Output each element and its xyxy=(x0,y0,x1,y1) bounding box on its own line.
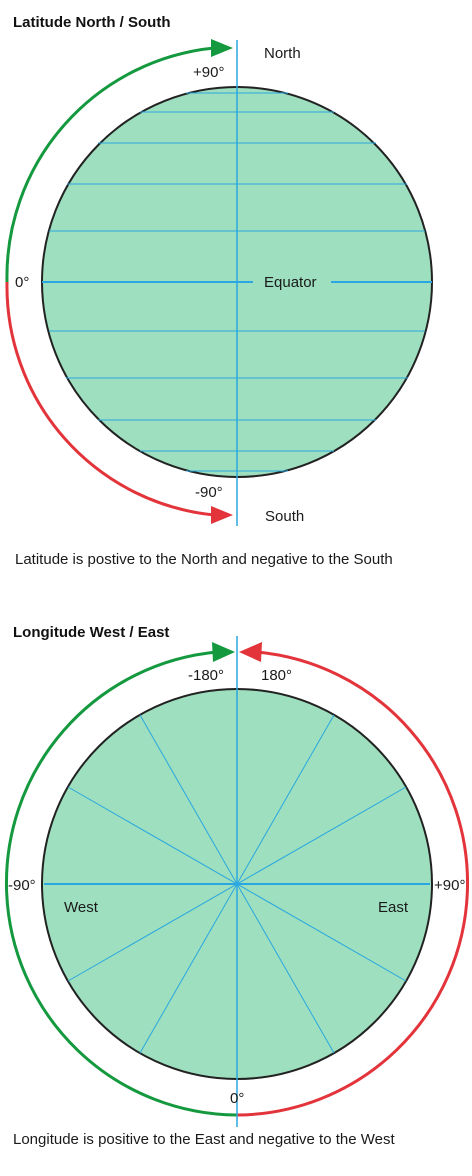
west-label: West xyxy=(64,899,99,916)
plus90-label: +90° xyxy=(193,64,224,81)
longitude-plus90-label: +90° xyxy=(434,877,465,894)
minus90-label: -90° xyxy=(195,484,223,501)
north-label: North xyxy=(264,45,301,62)
latitude-south-arc xyxy=(5,281,215,517)
latitude-section: Latitude North / South North +90° xyxy=(5,14,433,568)
equator-label: Equator xyxy=(264,274,317,291)
longitude-east-arrowhead-icon xyxy=(239,642,262,662)
longitude-east-arc xyxy=(236,650,470,1117)
zero-degree-label: 0° xyxy=(15,274,29,291)
longitude-caption: Longitude is positive to the East and ne… xyxy=(13,1131,395,1148)
plus180-label: 180° xyxy=(261,667,292,684)
longitude-section: Longitude West / East -180° 180° -90° +9… xyxy=(4,624,470,1148)
longitude-title: Longitude West / East xyxy=(13,624,169,641)
longitude-west-arrowhead-icon xyxy=(212,642,235,662)
minus180-label: -180° xyxy=(188,667,224,684)
longitude-minus90-label: -90° xyxy=(8,877,36,894)
longitude-west-arc xyxy=(4,650,238,1117)
south-label: South xyxy=(265,508,304,525)
latitude-north-arrowhead-icon xyxy=(211,39,233,57)
latitude-caption: Latitude is postive to the North and neg… xyxy=(15,551,393,568)
latitude-title: Latitude North / South xyxy=(13,14,170,31)
latitude-south-arrowhead-icon xyxy=(211,506,233,524)
latitude-north-arc xyxy=(5,46,215,283)
east-label: East xyxy=(378,899,409,916)
longitude-zero-label: 0° xyxy=(230,1090,244,1107)
